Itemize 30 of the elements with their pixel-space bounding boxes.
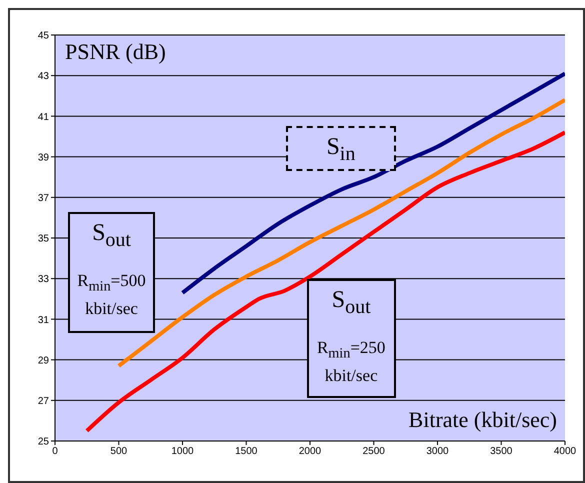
y-tick-label: 35 [38,234,50,245]
y-tick-label: 27 [38,396,50,407]
x-tick-label: 1000 [171,446,194,458]
x-tick-label: 0 [52,446,58,458]
x-tick-label: 1500 [235,446,258,458]
x-tick-label: 2000 [298,446,322,458]
x-tick-label: 500 [110,446,128,458]
annotation: S$_{out}$ [92,220,131,250]
y-tick-label: 31 [38,314,50,326]
y-tick-label: 29 [38,355,50,366]
note-box: S$_{out}$ R$_{min}$=250 kbit/sec [306,278,396,398]
x-axis-title: Bitrate (kbit/sec) [408,407,557,432]
y-tick-label: 25 [38,436,50,448]
x-tick-label: 4000 [554,446,577,458]
y-tick-label: 37 [38,192,50,204]
y-tick-label: 43 [38,71,50,82]
y-tick-label: 33 [38,274,50,286]
annotation: S$_{out}$ [332,286,371,318]
annotation: S$_{in}$ [326,134,356,166]
y-tick-label: 45 [38,30,50,42]
y-axis-title: PSNR (dB) [65,39,166,64]
dashed-note-box: S$_{in}$ [286,126,396,171]
x-tick-label: 2500 [362,446,386,458]
x-tick-label: 3000 [426,446,450,458]
y-tick-label: 41 [38,112,50,123]
annotation: R$_{min}$=500 kbit/sec [77,271,146,318]
annotation: R$_{min}$=250 kbit/sec [316,338,386,385]
note-box: S$_{out}$ R$_{min}$=500 kbit/sec [68,212,156,334]
y-tick-label: 39 [38,152,50,164]
x-tick-label: 3500 [490,446,513,458]
